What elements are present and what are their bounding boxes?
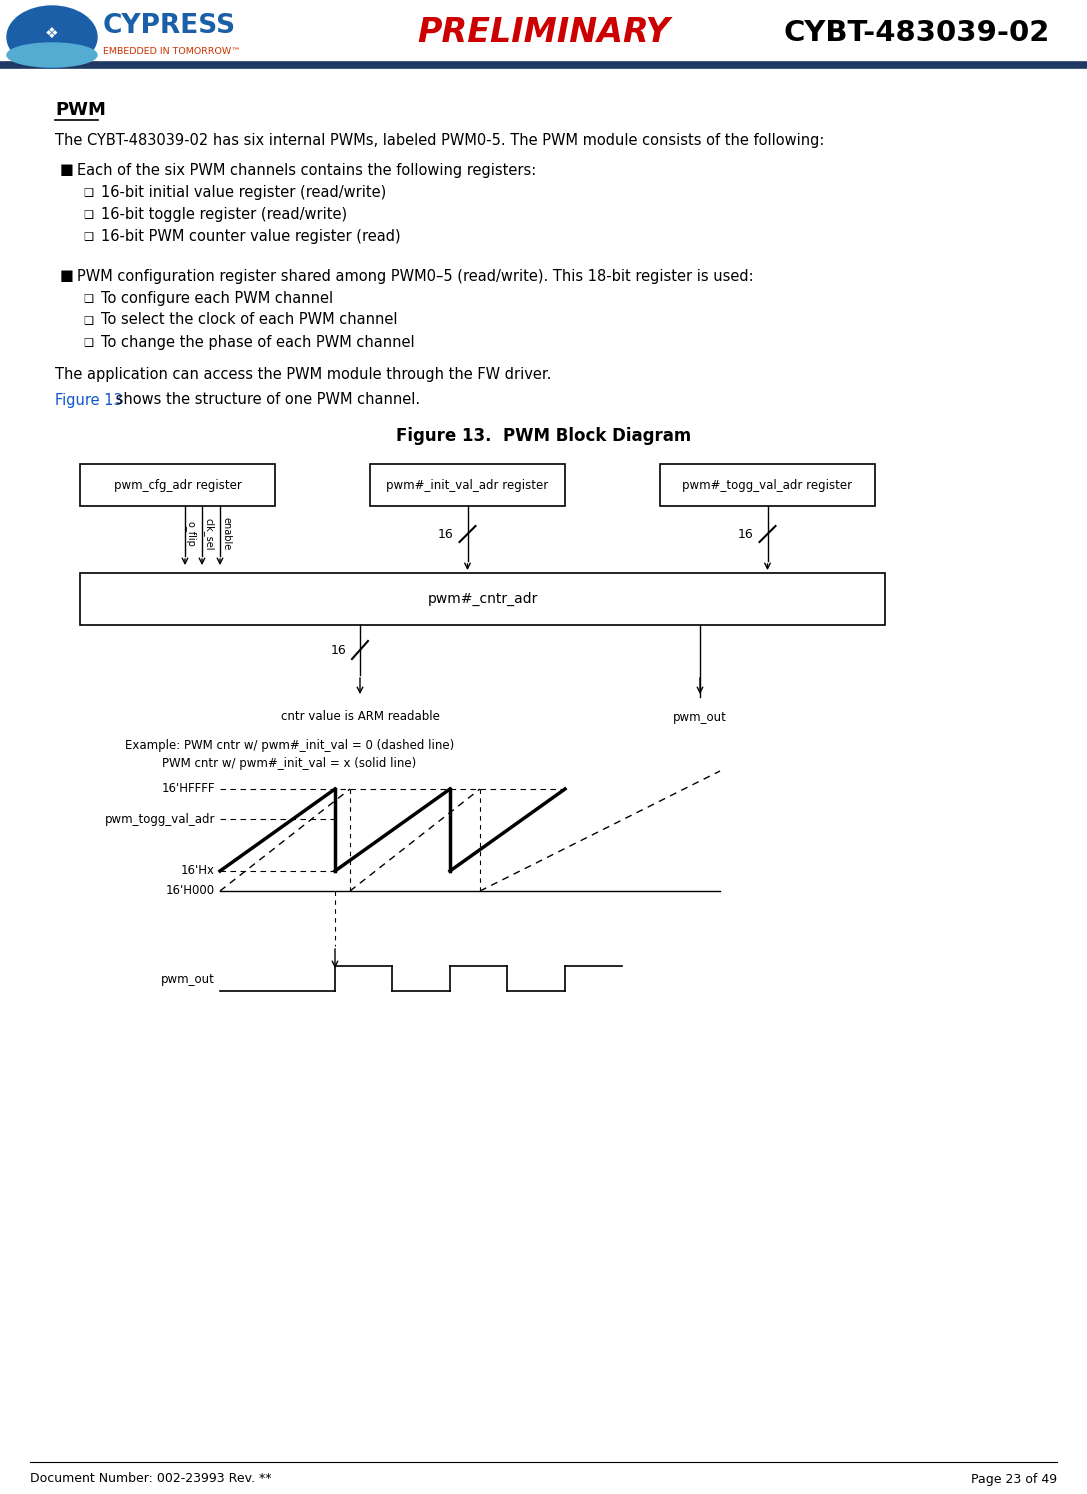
Text: 16'HFFFF: 16'HFFFF	[162, 783, 215, 795]
Text: 16: 16	[738, 527, 753, 541]
Text: The CYBT-483039-02 has six internal PWMs, labeled PWM0-5. The PWM module consist: The CYBT-483039-02 has six internal PWMs…	[55, 133, 824, 148]
Text: Page 23 of 49: Page 23 of 49	[971, 1473, 1057, 1485]
Text: pwm#_init_val_adr register: pwm#_init_val_adr register	[386, 478, 549, 492]
Text: cntr value is ARM readable: cntr value is ARM readable	[280, 711, 439, 723]
Text: pwm_out: pwm_out	[673, 711, 727, 723]
Ellipse shape	[7, 43, 97, 67]
Text: 16-bit PWM counter value register (read): 16-bit PWM counter value register (read)	[101, 229, 401, 244]
Text: Figure 13: Figure 13	[55, 393, 123, 408]
Text: To change the phase of each PWM channel: To change the phase of each PWM channel	[101, 335, 414, 350]
Text: PWM: PWM	[55, 102, 105, 120]
Text: Document Number: 002-23993 Rev. **: Document Number: 002-23993 Rev. **	[30, 1473, 272, 1485]
Text: pwm_out: pwm_out	[161, 973, 215, 986]
Text: ❑: ❑	[83, 293, 93, 303]
Text: EMBEDDED IN TOMORROW™: EMBEDDED IN TOMORROW™	[103, 48, 240, 57]
Text: Figure 13.  PWM Block Diagram: Figure 13. PWM Block Diagram	[397, 427, 691, 445]
Text: ❑: ❑	[83, 232, 93, 241]
Text: pwm_cfg_adr register: pwm_cfg_adr register	[113, 478, 241, 492]
Text: CYBT-483039-02: CYBT-483039-02	[784, 19, 1050, 46]
Text: ❑: ❑	[83, 338, 93, 347]
Text: pwm#_togg_val_adr register: pwm#_togg_val_adr register	[683, 478, 852, 492]
Text: PWM cntr w/ pwm#_init_val = x (solid line): PWM cntr w/ pwm#_init_val = x (solid lin…	[162, 756, 416, 769]
Text: ❖: ❖	[46, 25, 59, 40]
Text: To select the clock of each PWM channel: To select the clock of each PWM channel	[101, 312, 398, 327]
Text: ■: ■	[60, 163, 74, 178]
Text: 16-bit initial value register (read/write): 16-bit initial value register (read/writ…	[101, 184, 386, 200]
Text: To configure each PWM channel: To configure each PWM channel	[101, 290, 333, 305]
Bar	[80, 574, 885, 624]
Text: The application can access the PWM module through the FW driver.: The application can access the PWM modul…	[55, 366, 551, 381]
Bar	[660, 465, 875, 506]
Text: ■: ■	[60, 269, 74, 284]
Text: ❑: ❑	[83, 315, 93, 326]
Text: o_flip: o_flip	[186, 521, 197, 547]
Text: Each of the six PWM channels contains the following registers:: Each of the six PWM channels contains th…	[77, 163, 536, 178]
Text: 16'Hx: 16'Hx	[182, 865, 215, 877]
Text: pwm_togg_val_adr: pwm_togg_val_adr	[104, 813, 215, 826]
Text: shows the structure of one PWM channel.: shows the structure of one PWM channel.	[111, 393, 420, 408]
Text: PRELIMINARY: PRELIMINARY	[417, 16, 671, 49]
Text: clk_sel: clk_sel	[203, 518, 214, 550]
Text: pwm#_cntr_adr: pwm#_cntr_adr	[427, 592, 538, 607]
Text: 16-bit toggle register (read/write): 16-bit toggle register (read/write)	[101, 206, 347, 221]
Text: enable: enable	[221, 517, 232, 551]
Ellipse shape	[7, 6, 97, 69]
Text: CYPRESS: CYPRESS	[103, 13, 236, 39]
Text: Example: PWM cntr w/ pwm#_init_val = 0 (dashed line): Example: PWM cntr w/ pwm#_init_val = 0 (…	[125, 738, 454, 751]
Text: 16: 16	[330, 644, 346, 656]
Text: 16: 16	[438, 527, 453, 541]
Bar	[370, 465, 565, 506]
Text: 16'H000: 16'H000	[166, 884, 215, 898]
Text: ❑: ❑	[83, 209, 93, 220]
Text: PWM configuration register shared among PWM0–5 (read/write). This 18-bit registe: PWM configuration register shared among …	[77, 269, 753, 284]
Bar	[80, 465, 275, 506]
Text: ❑: ❑	[83, 187, 93, 197]
